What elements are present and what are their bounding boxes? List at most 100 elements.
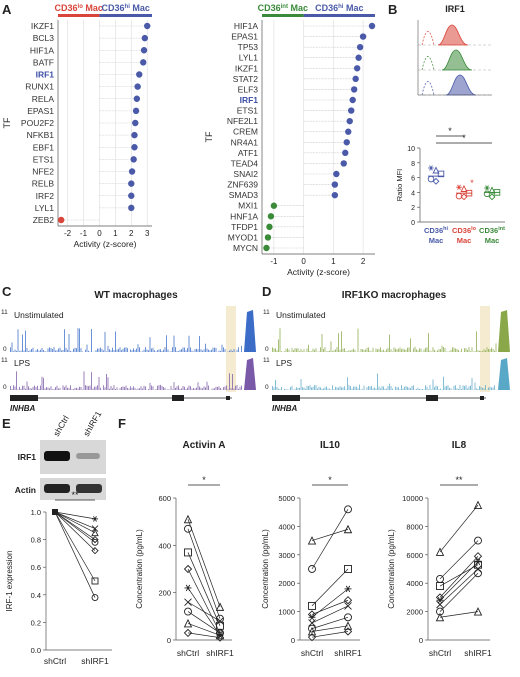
- marker-diamond: [473, 552, 483, 561]
- marker-cross: [344, 602, 352, 610]
- tf-point: [331, 191, 339, 199]
- x-tick-label: -2: [64, 229, 72, 238]
- y-tick-label: 0: [411, 220, 415, 227]
- blot-band: [76, 484, 102, 493]
- y-axis-label: TF: [204, 131, 214, 142]
- tf-label: SMAD3: [229, 190, 259, 200]
- x-tick-label: 2: [361, 257, 366, 266]
- group-label-high-suffix: Mac: [130, 3, 150, 13]
- isotype-peak: [421, 81, 435, 96]
- tf-label: ZNF639: [227, 180, 258, 190]
- marker-diamond: [183, 628, 193, 638]
- y-tick-label: 0.6: [31, 563, 41, 572]
- x-tick-label: 3: [145, 229, 150, 238]
- pair-line: [187, 552, 221, 626]
- marker-star: [344, 585, 352, 593]
- gene-exon: [226, 396, 230, 400]
- marker-star-stroke: [309, 614, 315, 621]
- gene-name: INHBA: [10, 404, 36, 413]
- marker-star-stroke: [437, 596, 443, 604]
- marker-triangle: [435, 612, 445, 622]
- pair-line: [311, 631, 349, 638]
- tf-label: POU2F2: [21, 118, 54, 128]
- tf-label: NFKB1: [27, 130, 55, 140]
- pair-line: [439, 555, 479, 598]
- marker-star: [308, 614, 316, 621]
- marker-diamond: [432, 177, 440, 185]
- tf-label: SNAI2: [233, 169, 258, 179]
- tf-point: [333, 170, 340, 178]
- marker-triangle: [183, 514, 193, 524]
- pair-line: [54, 511, 96, 520]
- group-label-high-sup: hi: [125, 4, 131, 10]
- pair-line: [439, 568, 479, 605]
- significance-mark: **: [71, 490, 79, 500]
- pair-line: [439, 504, 479, 553]
- marker-diamond: [91, 535, 99, 544]
- y-axis-label: Concentration (pg/mL): [135, 529, 144, 609]
- tf-point: [140, 59, 147, 66]
- tf-point: [128, 168, 136, 175]
- x-tick-label: 0: [97, 229, 102, 238]
- tf-point: [348, 107, 355, 114]
- pair-line: [187, 601, 221, 622]
- coverage-signal: [10, 371, 242, 390]
- panel-letter-B: B: [388, 2, 397, 17]
- group-label: CD36hi: [424, 226, 449, 235]
- tf-label: IRF1: [36, 70, 55, 80]
- track-scale-max: 11: [1, 357, 8, 364]
- marker-cross-b: [474, 565, 482, 573]
- tf-label: LYL1: [239, 53, 258, 63]
- tf-activity-plot: CD36int Mac CD36hi Mac-1 0 1 2HIF1AEPAS1TP53…: [204, 3, 376, 277]
- group-label: CD36int: [479, 226, 505, 235]
- group-bar-low: [58, 14, 100, 17]
- tf-point: [132, 107, 140, 115]
- plot-title: IL8: [452, 440, 467, 451]
- x-tick-label: shIRF1: [81, 656, 109, 666]
- y-tick-label: 4: [411, 190, 415, 197]
- marker-cross: [308, 619, 316, 627]
- marker-diamond: [460, 193, 468, 201]
- marker-circle: [184, 607, 192, 616]
- tf-label: EBF1: [33, 142, 55, 152]
- marker-triangle: [343, 524, 353, 534]
- track-label: LPS: [276, 358, 292, 368]
- plot-title: Activin A: [183, 440, 226, 451]
- x-tick-label: shIRF1: [464, 648, 492, 658]
- marker-circle: [91, 594, 99, 602]
- tf-label: TP53: [238, 42, 259, 52]
- coverage-peak: [244, 358, 256, 390]
- tf-label: IRF1: [240, 95, 259, 105]
- marker-circle: [344, 505, 352, 514]
- panel-letter-E: E: [2, 416, 11, 431]
- tf-point: [342, 149, 349, 157]
- blot-band: [44, 451, 70, 461]
- marker-triangle: [473, 500, 483, 510]
- track-scale-max: 11: [263, 309, 270, 316]
- pair-line: [187, 623, 221, 636]
- isotype-peak: [421, 31, 435, 46]
- track-scale-min: 0: [3, 346, 7, 353]
- group-label-low-sup: int: [281, 4, 288, 10]
- marker-circle: [474, 536, 482, 545]
- marker-circle: [483, 190, 491, 198]
- marker-square: [436, 582, 444, 590]
- track-scale-min: 0: [3, 384, 7, 391]
- tf-label: IKZF1: [31, 21, 54, 31]
- tf-point: [128, 204, 135, 212]
- marker-circle: [216, 628, 224, 637]
- group-label-high-base: CD36: [102, 3, 125, 13]
- x-tick-label: 2: [129, 229, 134, 238]
- tf-point: [134, 83, 141, 90]
- y-tick-label: 3000: [278, 551, 295, 560]
- marker-circle: [308, 565, 316, 573]
- group-label-sup: lo: [471, 226, 477, 232]
- marker-circle: [436, 607, 444, 616]
- group-label: CD36lo: [452, 226, 477, 235]
- tf-point: [270, 202, 278, 209]
- y-tick-label: 0.2: [31, 618, 41, 627]
- group-label-high: CD36hi Mac: [102, 3, 150, 13]
- marker-star-stroke: [185, 584, 191, 592]
